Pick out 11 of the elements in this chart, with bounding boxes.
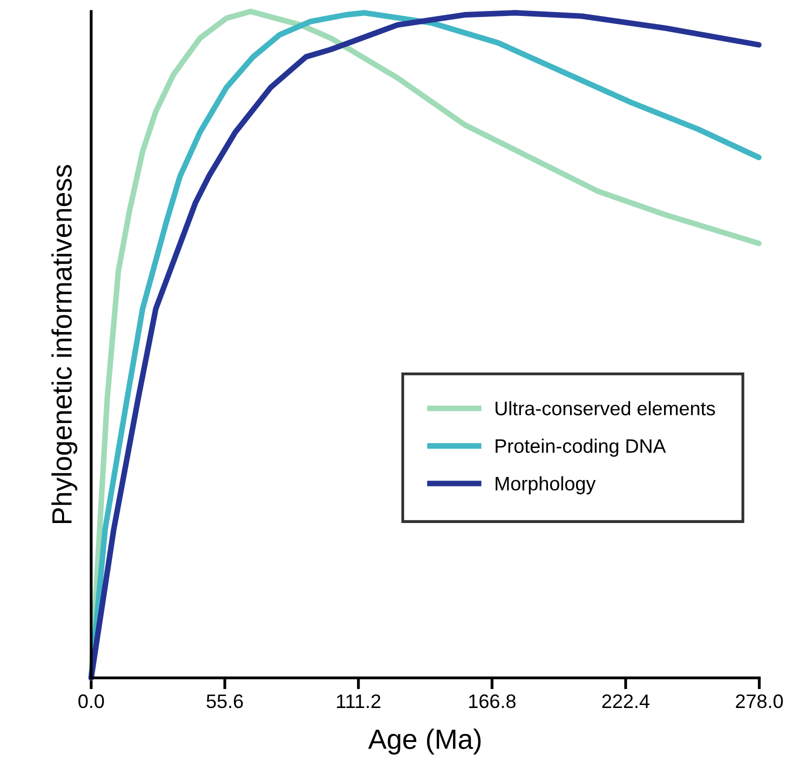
x-tick-label: 55.6 <box>206 694 243 708</box>
legend-label: Ultra-conserved elements <box>496 401 715 416</box>
legend-label: Protein-coding DNA <box>496 438 666 457</box>
x-tick-label: 166.8 <box>469 694 516 708</box>
x-tick-label: 0.0 <box>78 694 104 708</box>
x-tick-label: 222.4 <box>602 694 650 708</box>
legend-label: Morphology <box>496 476 596 494</box>
y-axis-title: Phylogenetic informativeness <box>51 165 78 524</box>
x-tick-label: 278.0 <box>736 694 783 708</box>
x-tick-label: 111.2 <box>337 694 380 708</box>
x-axis-title: Age (Ma) <box>368 728 481 755</box>
